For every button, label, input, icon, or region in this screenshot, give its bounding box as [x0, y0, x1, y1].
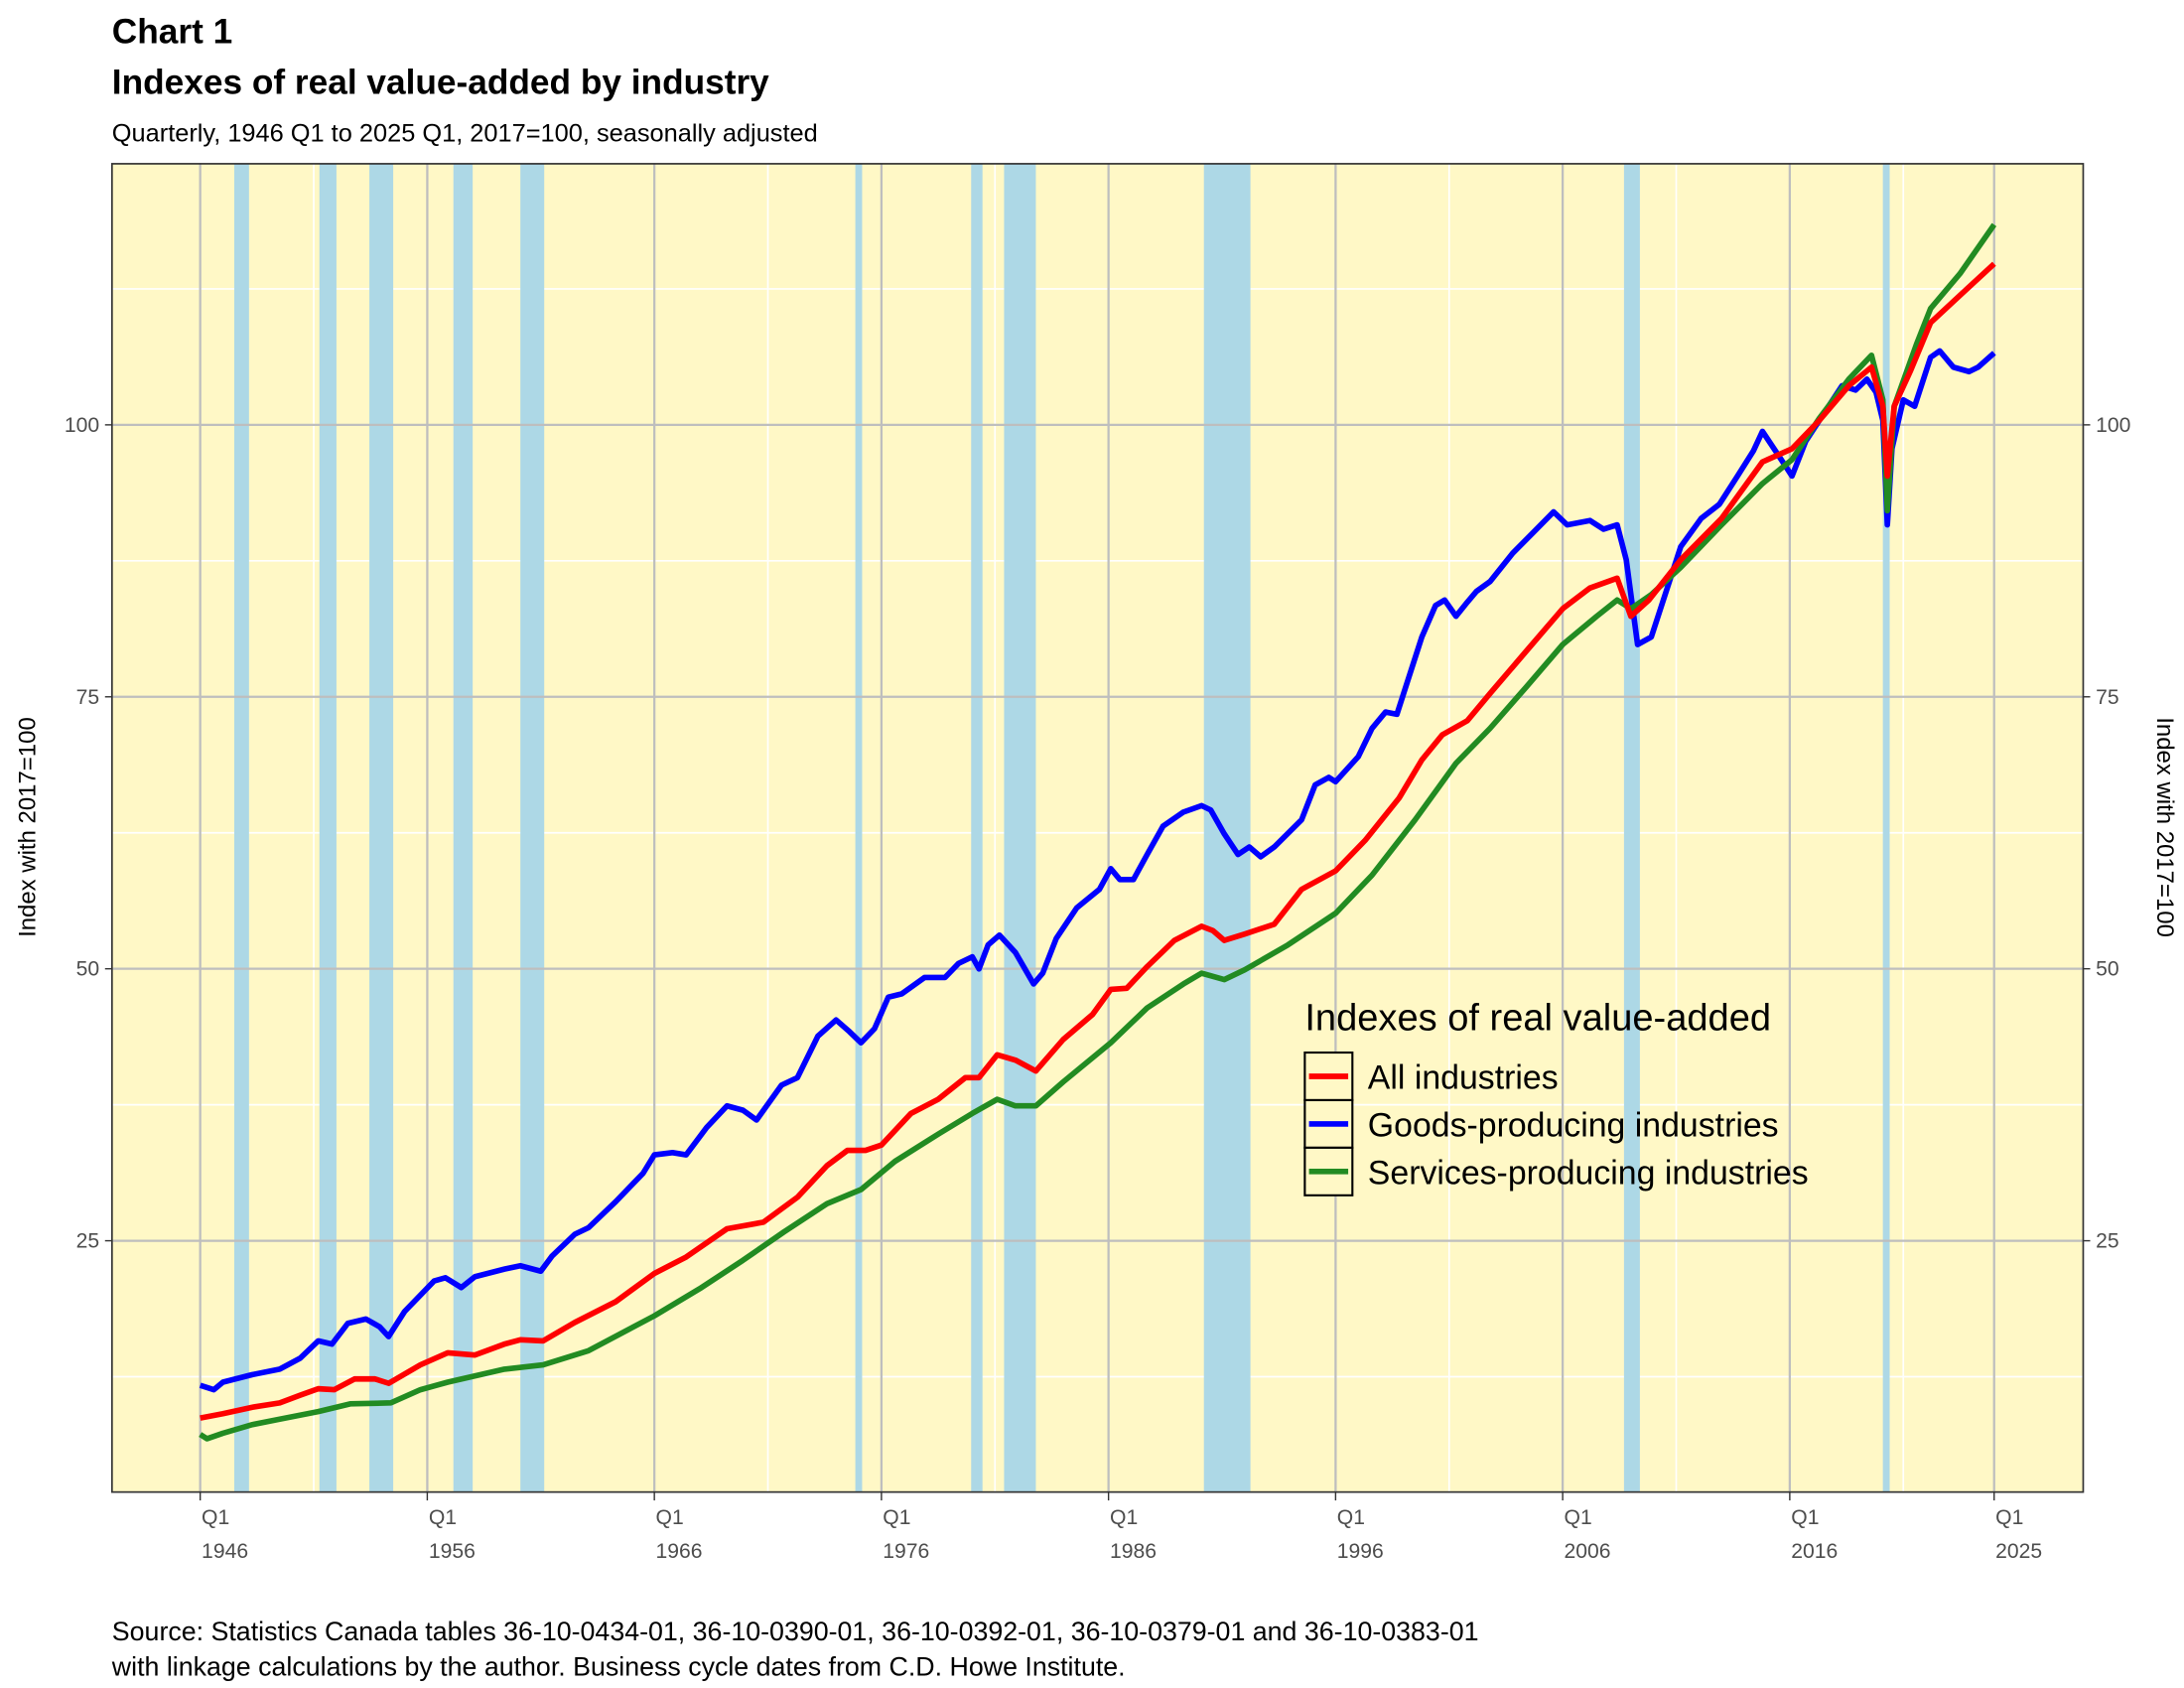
recession-band: [1882, 163, 1890, 1492]
x-tick-quarter: Q1: [1110, 1506, 1138, 1529]
series-line-goods-producing-industries: [199, 348, 1996, 1393]
y-tick-label-right: 50: [2096, 958, 2119, 981]
x-tick-year: 1996: [1337, 1540, 1384, 1563]
y-tick-label-left: 25: [76, 1230, 100, 1253]
recession-band: [1623, 163, 1640, 1492]
recession-band: [520, 163, 545, 1492]
y-tick-label-right: 100: [2096, 414, 2130, 437]
x-tick-year: 1956: [429, 1540, 476, 1563]
y-axis-title-left: Index with 2017=100: [14, 717, 41, 937]
x-tick-year: 2025: [1995, 1540, 2042, 1563]
y-tick-label-right: 75: [2096, 686, 2119, 709]
legend: Indexes of real value-added All industri…: [1303, 997, 1809, 1196]
x-tick-quarter: Q1: [1565, 1506, 1592, 1529]
x-tick-year: 2006: [1565, 1540, 1611, 1563]
series-lines: [199, 222, 1997, 1442]
x-tick-quarter: Q1: [429, 1506, 457, 1529]
chart-label: Chart 1: [112, 13, 232, 52]
y-tick-label-right: 25: [2096, 1230, 2119, 1253]
x-tick-quarter: Q1: [883, 1506, 910, 1529]
recession-band: [1203, 163, 1251, 1492]
series-line-all-industries: [200, 261, 1996, 1421]
y-axis-left: 25 50 75 100: [65, 414, 112, 1253]
chart-subtitle: Quarterly, 1946 Q1 to 2025 Q1, 2017=100,…: [112, 119, 818, 147]
y-axis-title-right: Index with 2017=100: [2151, 717, 2178, 937]
legend-label: Goods-producing industries: [1368, 1107, 1779, 1145]
x-axis: Q1 1946 Q1 1956 Q1 1966 Q1 1976 Q1 1986 Q1 1996 Q1 20…: [199, 1491, 2042, 1563]
major-grid: [111, 163, 2084, 1492]
recession-band: [1004, 163, 1036, 1492]
y-tick-label-left: 100: [65, 414, 99, 437]
recession-band: [453, 163, 474, 1492]
y-tick-label-left: 75: [76, 686, 100, 709]
x-tick-year: 1976: [883, 1540, 929, 1563]
recession-band: [319, 163, 337, 1492]
x-tick-year: 2016: [1791, 1540, 1838, 1563]
legend-label: All industries: [1368, 1059, 1559, 1097]
y-tick-label-left: 50: [76, 958, 100, 981]
plot-panel: [111, 163, 2084, 1492]
recession-band: [369, 163, 394, 1492]
x-tick-year: 1966: [656, 1540, 703, 1563]
y-axis-right: 25 50 75 100: [2083, 414, 2130, 1253]
legend-label: Services-producing industries: [1368, 1155, 1809, 1193]
chart-title: Indexes of real value-added by industry: [112, 63, 769, 101]
x-tick-quarter: Q1: [656, 1506, 684, 1529]
x-tick-quarter: Q1: [1337, 1506, 1365, 1529]
series-line-services-producing-industries: [199, 222, 1997, 1442]
source-note-line2: with linkage calculations by the author.…: [111, 1651, 1126, 1681]
recession-band: [233, 163, 249, 1492]
x-tick-quarter: Q1: [1995, 1506, 2023, 1529]
plot-border: [110, 163, 2085, 1493]
x-tick-quarter: Q1: [1791, 1506, 1819, 1529]
legend-title: Indexes of real value-added: [1304, 997, 1771, 1039]
x-tick-year: 1946: [202, 1540, 248, 1563]
x-tick-quarter: Q1: [202, 1506, 229, 1529]
minor-grid: [111, 163, 2084, 1492]
source-note-line1: Source: Statistics Canada tables 36-10-0…: [112, 1617, 1479, 1646]
recession-band: [971, 163, 983, 1492]
recession-band: [855, 163, 863, 1492]
x-tick-year: 1986: [1110, 1540, 1157, 1563]
